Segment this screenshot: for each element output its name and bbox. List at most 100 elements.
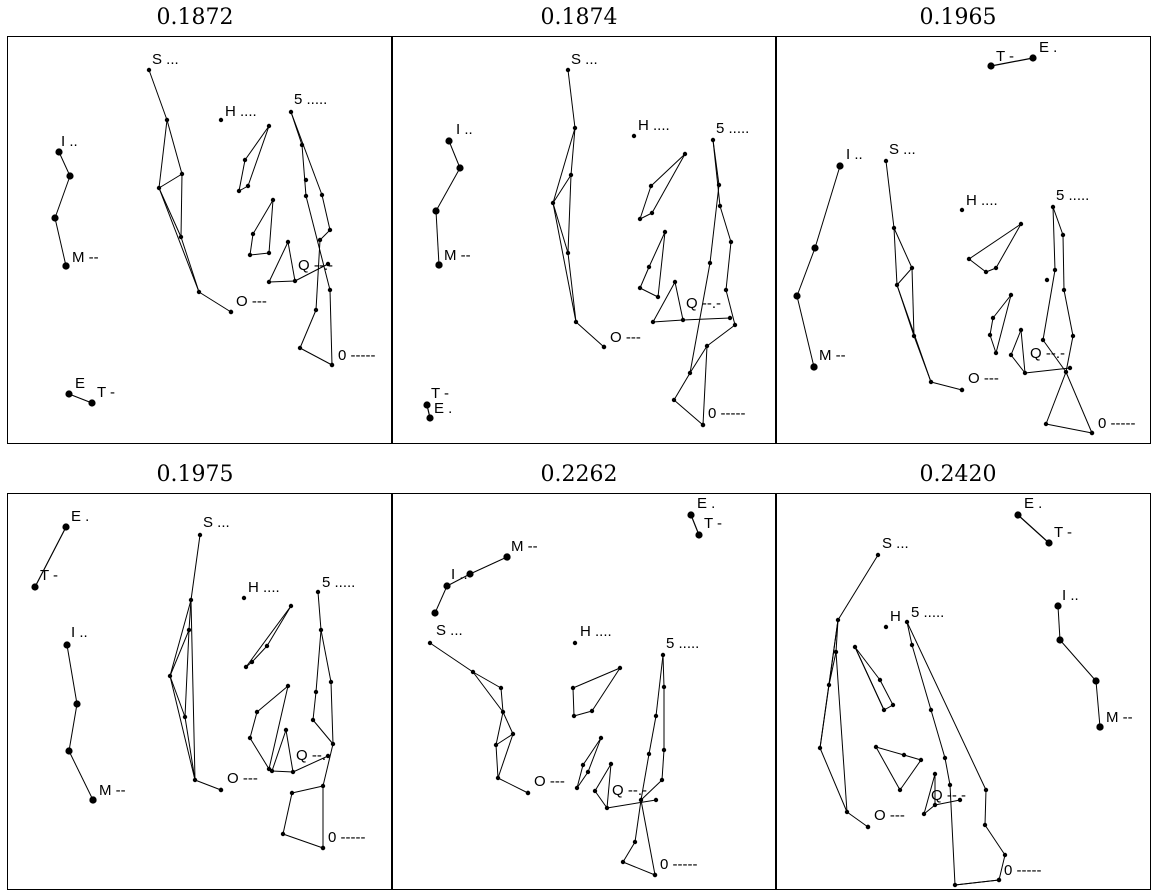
node-S-2 xyxy=(156,185,162,191)
node-label-O: O --- xyxy=(610,329,641,346)
node-E-0 xyxy=(687,511,695,519)
node-I-2 xyxy=(1092,677,1100,685)
edge-H2-3 xyxy=(995,294,1012,354)
node-H1-0 xyxy=(288,603,294,609)
node-S-3 xyxy=(186,627,192,633)
edge-I-1 xyxy=(54,175,71,219)
node-H1-2 xyxy=(249,659,255,665)
edge-H1-3 xyxy=(995,223,1022,269)
edge-S-6 xyxy=(184,716,196,781)
node-I-1 xyxy=(811,244,819,252)
edge-5-3 xyxy=(944,757,951,786)
node-H2-0 xyxy=(1008,292,1014,298)
node-5-0 xyxy=(288,109,294,115)
edge-S-9 xyxy=(472,671,504,713)
node-5-7 xyxy=(983,787,989,793)
node-S-3 xyxy=(568,172,574,178)
node-5-1 xyxy=(299,142,305,148)
node-S-2 xyxy=(498,685,504,691)
node-5-0 xyxy=(710,137,716,143)
node-M-0 xyxy=(1096,723,1104,731)
node-label-5: 5 ..... xyxy=(294,91,327,108)
panel-title-2: 0.1874 xyxy=(540,5,618,30)
edge-I-0 xyxy=(448,140,461,169)
edge-H2-2 xyxy=(576,771,589,789)
node-0-0 xyxy=(652,872,658,878)
node-label-I: I .. xyxy=(451,566,468,583)
node-label-0: 0 ----- xyxy=(708,405,746,422)
node-label-S: S ... xyxy=(152,51,179,68)
node-label-Q: Q --.- xyxy=(298,257,333,274)
node-5-4 xyxy=(659,777,665,783)
node-label-I: I .. xyxy=(71,624,88,641)
node-S-1 xyxy=(470,669,476,675)
edge-S-7 xyxy=(497,733,514,779)
edge-H1-0 xyxy=(650,153,686,187)
node-5-3 xyxy=(661,684,667,690)
edge-5-2 xyxy=(662,654,665,688)
node-Q-1 xyxy=(592,788,598,794)
edge-5-2 xyxy=(1052,206,1064,236)
edge-I-2 xyxy=(469,556,508,575)
edge-5-3 xyxy=(1062,234,1065,291)
edge-5-9 xyxy=(640,753,650,801)
node-label-O: O --- xyxy=(227,770,258,787)
node-label-E: E . xyxy=(1039,39,1057,56)
node-5-6 xyxy=(297,345,303,351)
edge-I-2 xyxy=(796,295,815,368)
edge-I-0 xyxy=(1057,605,1061,641)
node-S-2 xyxy=(894,282,900,288)
node-E-0 xyxy=(1014,511,1022,519)
node-O-0 xyxy=(865,824,871,830)
node-5-0 xyxy=(315,589,321,595)
node-S-1 xyxy=(891,225,897,231)
node-label-I: I .. xyxy=(846,146,863,163)
node-label-O: O --- xyxy=(236,293,267,310)
node-S-5 xyxy=(928,379,934,385)
edge-H2-1 xyxy=(903,754,922,761)
edge-H2-2 xyxy=(249,252,270,256)
node-label-T: T - xyxy=(1054,524,1072,541)
node-Q-1 xyxy=(921,811,927,817)
edge-Q-3 xyxy=(294,263,329,282)
node-5-3 xyxy=(1060,232,1066,238)
node-5-1 xyxy=(653,713,659,719)
node-H-0 xyxy=(241,595,247,601)
edge-5-7 xyxy=(622,841,636,863)
node-5-9 xyxy=(1061,287,1067,293)
node-5-3 xyxy=(317,237,323,243)
node-5-2 xyxy=(707,260,713,266)
node-I-0 xyxy=(63,641,71,649)
node-S-5 xyxy=(196,289,202,295)
edge-H2-2 xyxy=(639,287,659,298)
node-I-0 xyxy=(55,148,63,156)
node-H2-0 xyxy=(873,744,879,750)
node-S-0 xyxy=(565,67,571,73)
edge-5-8 xyxy=(673,372,691,401)
edge-I-1 xyxy=(435,167,461,212)
node-S-3 xyxy=(179,171,185,177)
node-H1-3 xyxy=(245,183,251,189)
edge-S-0 xyxy=(148,69,168,121)
edge-I-1 xyxy=(796,247,816,297)
node-5-2 xyxy=(303,193,309,199)
edge-S-3 xyxy=(169,629,190,677)
node-H1-1 xyxy=(877,677,883,683)
node-M-0 xyxy=(89,796,97,804)
node-label-S: S ... xyxy=(436,622,463,639)
node-label-H: H .... xyxy=(580,623,612,640)
edge-5-11 xyxy=(702,345,708,426)
edge-H1-0 xyxy=(572,667,621,689)
node-H1-1 xyxy=(570,685,576,691)
node-Q-0 xyxy=(283,727,289,733)
node-S-5 xyxy=(192,777,198,783)
node-label-I: I .. xyxy=(61,133,78,150)
edge-S-4 xyxy=(552,202,569,254)
edge-Q-3 xyxy=(1024,367,1071,374)
node-H2-1 xyxy=(901,752,907,758)
node-E-0 xyxy=(426,414,434,422)
node-label-0: 0 ----- xyxy=(660,856,698,873)
node-label-S: S ... xyxy=(203,514,230,531)
node-H2-1 xyxy=(990,315,996,321)
node-I-0 xyxy=(836,162,844,170)
